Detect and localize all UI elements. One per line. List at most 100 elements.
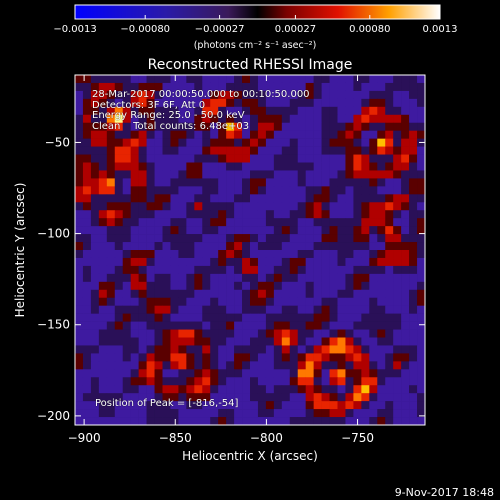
image-cell xyxy=(353,218,362,227)
image-cell xyxy=(281,417,291,425)
image-cell xyxy=(234,146,243,155)
image-cell xyxy=(250,138,259,147)
image-cell xyxy=(178,417,187,425)
image-cell xyxy=(186,409,195,418)
image-cell xyxy=(250,178,259,187)
image-cell xyxy=(377,313,386,322)
image-cell xyxy=(226,242,235,251)
image-cell xyxy=(345,154,354,163)
image-cell xyxy=(218,186,227,195)
image-cell xyxy=(106,273,116,283)
image-cell xyxy=(345,242,354,251)
image-cell xyxy=(401,273,410,283)
image-cell xyxy=(202,162,211,171)
image-cell xyxy=(114,138,124,147)
image-cell xyxy=(289,361,299,370)
image-cell xyxy=(353,305,362,314)
image-cell xyxy=(170,202,179,211)
image-cell xyxy=(154,409,163,418)
image-cell xyxy=(138,393,147,402)
image-cell xyxy=(297,226,306,235)
image-cell xyxy=(313,369,322,378)
image-cell xyxy=(250,297,259,306)
image-cell xyxy=(75,377,84,386)
image-cell xyxy=(218,257,227,267)
image-cell xyxy=(234,265,243,275)
image-cell xyxy=(186,385,195,394)
image-cell xyxy=(154,242,163,251)
image-cell xyxy=(289,257,299,267)
image-cell xyxy=(313,170,322,179)
image-cell xyxy=(234,170,243,179)
image-cell xyxy=(305,218,314,227)
image-cell xyxy=(154,194,163,203)
image-cell xyxy=(321,242,330,251)
image-cell xyxy=(178,377,187,386)
image-cell xyxy=(313,162,322,171)
image-cell xyxy=(162,409,171,418)
image-cell xyxy=(114,162,124,171)
image-cell xyxy=(162,75,171,84)
image-cell xyxy=(337,273,346,283)
image-cell xyxy=(369,194,378,203)
image-cell xyxy=(273,90,283,100)
image-cell xyxy=(226,178,235,187)
image-cell xyxy=(337,154,346,163)
image-cell xyxy=(281,250,291,259)
image-cell xyxy=(337,75,346,84)
image-cell xyxy=(305,130,314,139)
image-cell xyxy=(210,218,219,227)
image-cell xyxy=(265,417,275,425)
image-cell xyxy=(409,409,418,418)
image-cell xyxy=(265,130,275,139)
image-cell xyxy=(234,417,243,425)
image-cell xyxy=(273,202,283,211)
image-cell xyxy=(257,289,267,299)
image-cell xyxy=(257,281,267,291)
image-cell xyxy=(114,170,124,179)
image-cell xyxy=(122,75,131,84)
image-cell xyxy=(202,257,211,267)
image-cell xyxy=(98,353,108,362)
image-cell xyxy=(393,226,402,235)
image-cell xyxy=(242,226,251,235)
image-cell xyxy=(114,369,124,378)
image-cell xyxy=(337,377,346,386)
image-cell xyxy=(313,385,322,394)
image-cell xyxy=(265,75,275,84)
image-cell xyxy=(265,242,275,251)
image-cell xyxy=(178,82,187,92)
image-cell xyxy=(361,265,370,275)
image-cell xyxy=(75,369,84,378)
image-cell xyxy=(186,194,195,203)
image-cell xyxy=(305,194,314,203)
image-cell xyxy=(130,289,139,299)
image-cell xyxy=(369,361,378,370)
image-cell xyxy=(186,345,195,354)
image-cell xyxy=(234,82,243,92)
image-cell xyxy=(75,202,84,211)
image-cell xyxy=(162,178,171,187)
image-cell xyxy=(218,281,227,291)
image-cell xyxy=(210,162,219,171)
image-cell xyxy=(409,385,418,394)
image-cell xyxy=(273,289,283,299)
image-cell xyxy=(273,82,283,92)
image-cell xyxy=(401,401,410,410)
image-cell xyxy=(401,202,410,211)
image-cell xyxy=(401,297,410,306)
image-cell xyxy=(329,242,338,251)
image-cell xyxy=(194,337,203,346)
image-cell xyxy=(289,297,299,306)
image-cell xyxy=(281,170,291,179)
image-cell xyxy=(218,82,227,92)
image-cell xyxy=(82,194,92,203)
image-cell xyxy=(281,194,291,203)
image-cell xyxy=(146,106,155,116)
image-cell xyxy=(273,106,283,116)
image-cell xyxy=(234,162,243,171)
image-cell xyxy=(385,393,394,402)
image-cell xyxy=(377,417,386,425)
image-cell xyxy=(337,329,346,338)
image-cell xyxy=(234,210,243,219)
